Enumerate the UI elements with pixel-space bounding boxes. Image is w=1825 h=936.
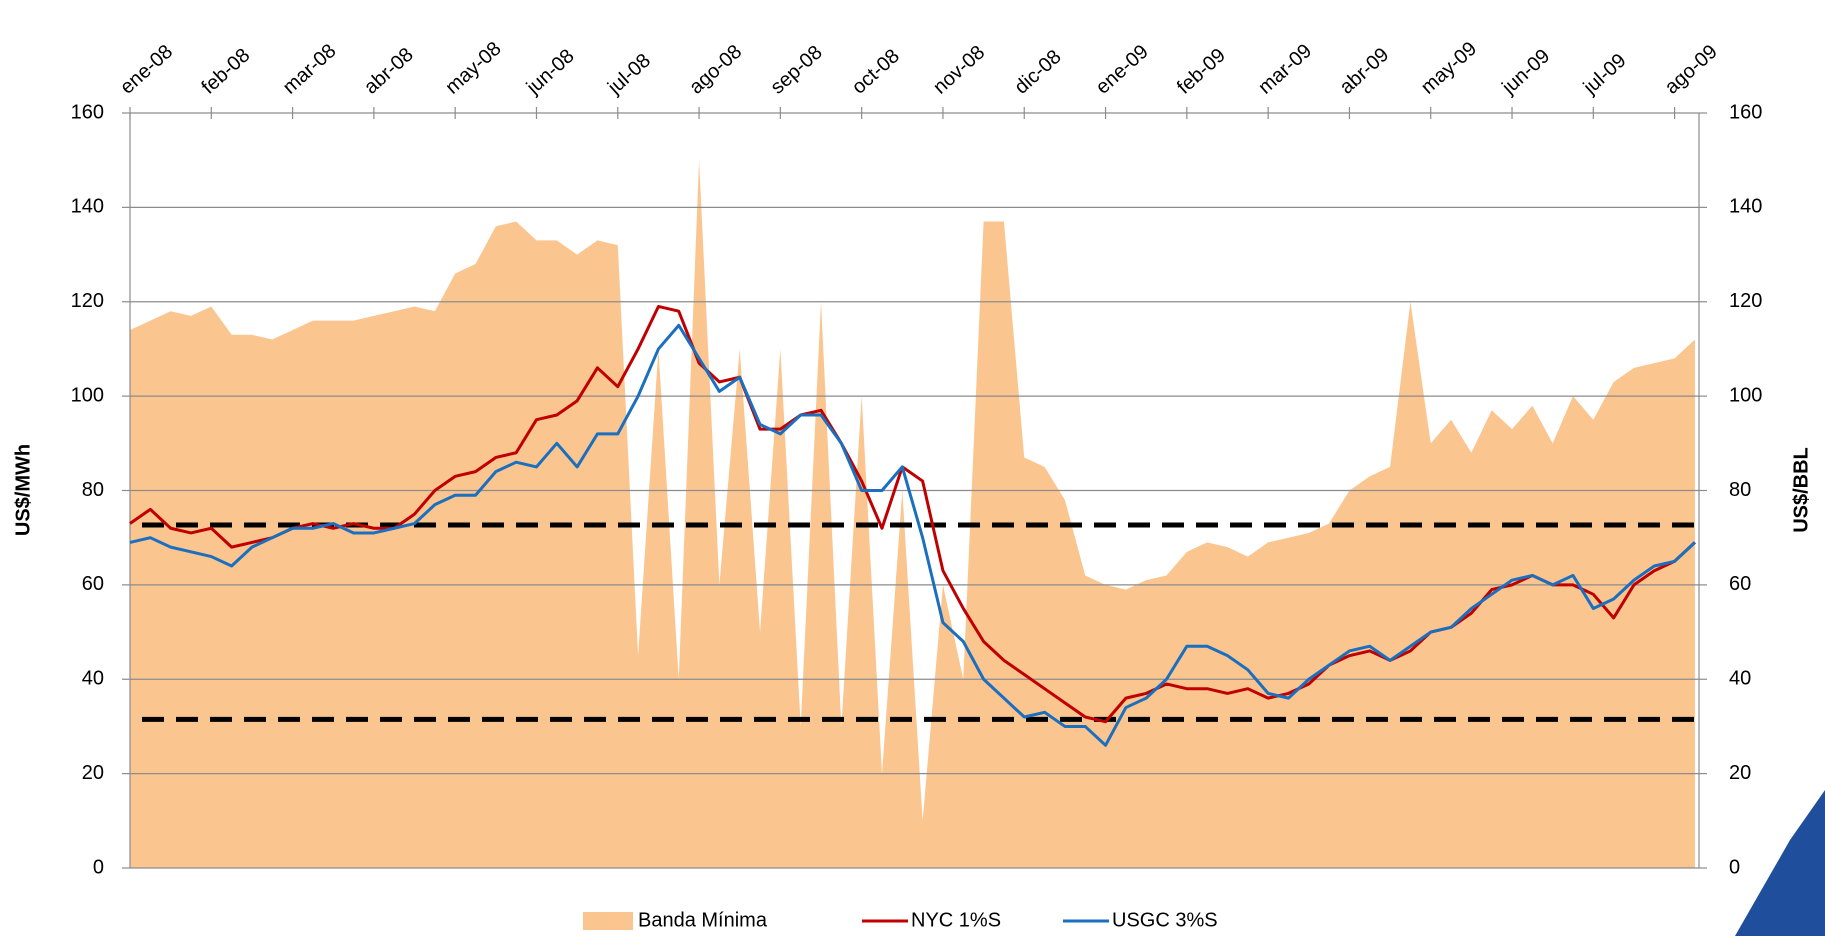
x-tick-label: jul-09: [1579, 50, 1631, 100]
y-tick-label: 160: [71, 101, 104, 123]
x-tick-label: feb-09: [1173, 44, 1230, 98]
y-axis-title: US$/MWh: [12, 444, 34, 536]
y2-tick-label: 20: [1729, 762, 1751, 784]
legend-label: NYC 1%S: [911, 909, 1001, 931]
y2-tick-label: 80: [1729, 479, 1751, 501]
line: [129, 323, 1696, 747]
x-tick-label: sep-08: [767, 41, 827, 98]
y-tick-label: 120: [71, 290, 104, 312]
y-tick-label: 100: [71, 384, 104, 406]
x-tick-label: ene-09: [1092, 41, 1153, 99]
x-tick-label: mar-09: [1254, 40, 1316, 99]
y-tick-label: 40: [82, 668, 104, 690]
y-tick-label: 0: [93, 856, 104, 878]
y2-axis-title: US$/BBL: [1790, 447, 1812, 533]
x-tick-label: ago-09: [1661, 41, 1722, 99]
y2-tick-label: 140: [1729, 196, 1762, 218]
x-tick-label: ago-08: [685, 41, 746, 99]
y2-tick-label: 40: [1729, 668, 1751, 690]
x-tick-label: jul-08: [603, 50, 655, 100]
x-tick-label: ene-08: [116, 41, 177, 99]
x-tick-label: mar-08: [279, 40, 341, 99]
y-tick-label: 140: [71, 196, 104, 218]
x-tick-label: may-09: [1417, 38, 1481, 99]
x-tick-label: oct-08: [848, 45, 904, 99]
y-tick-label: 60: [82, 573, 104, 595]
x-tick-label: jun-09: [1497, 45, 1554, 99]
y2-tick-label: 0: [1729, 856, 1740, 878]
x-tick-label: abr-08: [360, 44, 418, 99]
y-tick-label: 80: [82, 479, 104, 501]
x-tick-label: dic-08: [1010, 46, 1065, 99]
x-tick-label: jun-08: [522, 45, 579, 99]
x-tick-label: nov-08: [929, 41, 989, 98]
x-tick-label: feb-08: [197, 44, 254, 98]
x-tick-label: may-08: [441, 38, 505, 99]
legend-swatch: [583, 912, 633, 930]
legend-label: USGC 3%S: [1112, 909, 1218, 931]
y2-tick-label: 100: [1729, 384, 1762, 406]
y2-tick-label: 160: [1729, 101, 1762, 123]
area: [130, 160, 1695, 868]
y2-tick-label: 60: [1729, 573, 1751, 595]
x-tick-label: abr-09: [1336, 44, 1394, 99]
decoration: [1735, 790, 1825, 936]
y-tick-label: 20: [82, 762, 104, 784]
legend-label: Banda Mínima: [638, 909, 768, 931]
y2-tick-label: 120: [1729, 290, 1762, 312]
